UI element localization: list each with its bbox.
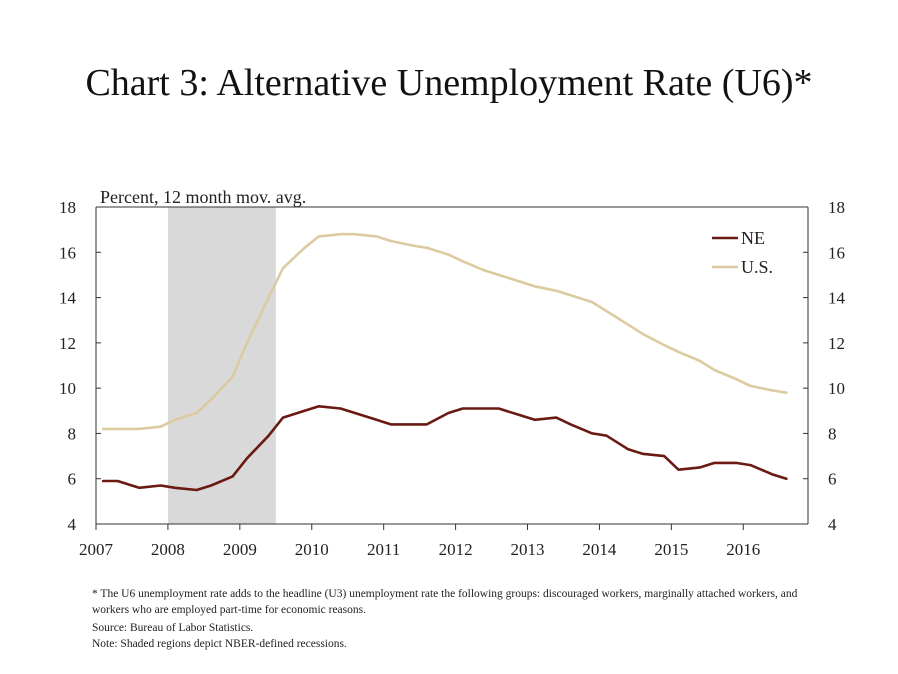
x-tick-label: 2013	[511, 540, 545, 559]
source-note: Source: Bureau of Labor Statistics.	[92, 622, 254, 634]
y-tick-label-left: 12	[59, 334, 76, 353]
recession-shading	[167, 207, 276, 524]
recession-note: Note: Shaded regions depict NBER-defined…	[92, 638, 347, 650]
y-tick-label-left: 6	[68, 470, 77, 489]
y-tick-label-left: 8	[68, 424, 77, 443]
footnote: * The U6 unemployment rate adds to the h…	[92, 588, 798, 616]
legend-label-u-s: U.S.	[741, 257, 773, 277]
y-axis-label: Percent, 12 month mov. avg.	[100, 187, 306, 207]
legend-label-ne: NE	[741, 228, 765, 248]
series-line-ne	[101, 405, 788, 492]
x-tick-label: 2014	[582, 540, 617, 559]
y-tick-label-left: 10	[59, 379, 76, 398]
y-tick-label-left: 4	[68, 515, 77, 534]
y-tick-label-left: 16	[59, 243, 76, 262]
x-tick-label: 2016	[726, 540, 760, 559]
y-tick-label-right: 14	[828, 289, 846, 308]
series-line-u-s	[101, 232, 788, 431]
y-tick-label-left: 14	[59, 289, 77, 308]
y-tick-label-left: 18	[59, 198, 76, 217]
x-tick-label: 2008	[151, 540, 185, 559]
y-tick-label-right: 16	[828, 243, 845, 262]
y-tick-label-right: 8	[828, 424, 837, 443]
x-tick-label: 2015	[654, 540, 688, 559]
y-tick-label-right: 10	[828, 379, 845, 398]
x-tick-label: 2009	[223, 540, 257, 559]
x-tick-label: 2012	[439, 540, 473, 559]
x-tick-label: 2007	[79, 540, 114, 559]
y-tick-label-right: 18	[828, 198, 845, 217]
x-tick-label: 2010	[295, 540, 329, 559]
y-tick-label-right: 6	[828, 470, 837, 489]
y-tick-label-right: 12	[828, 334, 845, 353]
chart-title: Chart 3: Alternative Unemployment Rate (…	[85, 62, 813, 104]
y-tick-label-right: 4	[828, 515, 837, 534]
chart-notes: * The U6 unemployment rate adds to the h…	[92, 586, 812, 652]
x-tick-label: 2011	[367, 540, 400, 559]
